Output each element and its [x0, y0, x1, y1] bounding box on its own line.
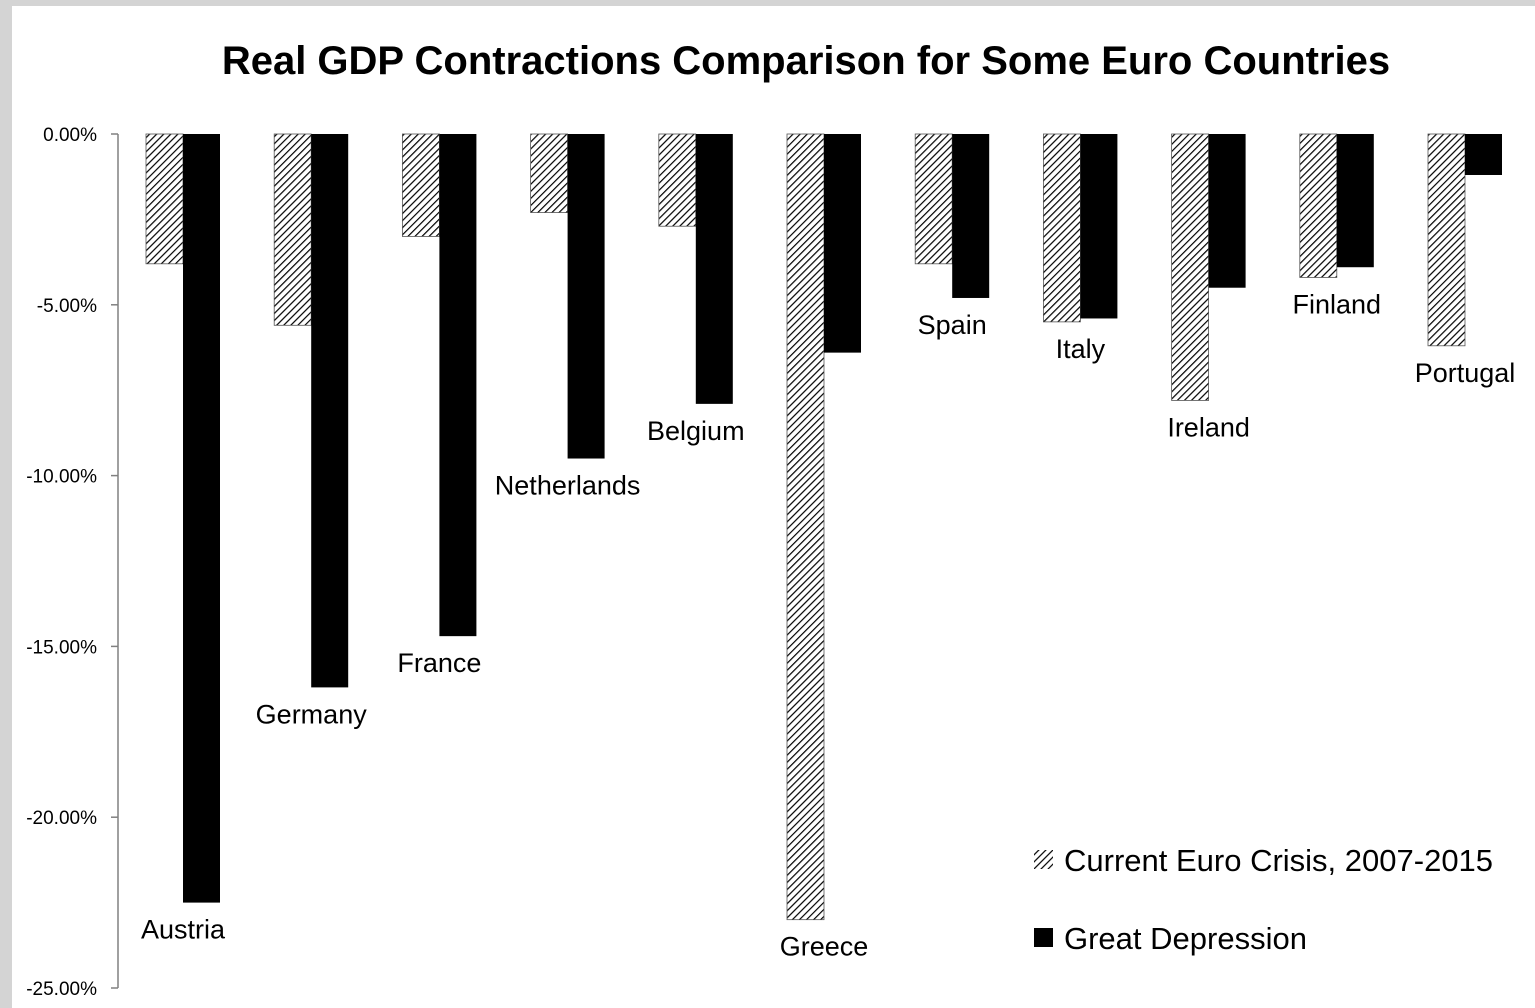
category-label-france: France — [397, 648, 481, 678]
category-label-greece: Greece — [780, 932, 869, 962]
bar-great-depression-netherlands — [567, 134, 605, 459]
category-label-finland: Finland — [1293, 289, 1382, 319]
category-label-portugal: Portugal — [1415, 358, 1516, 388]
bar-euro-crisis-austria — [145, 133, 184, 265]
bar-great-depression-ireland — [1208, 134, 1246, 288]
category-label-austria: Austria — [141, 915, 226, 945]
bar-great-depression-germany — [311, 134, 349, 688]
bar-great-depression-spain — [952, 134, 990, 298]
category-label-belgium: Belgium — [647, 416, 745, 446]
bar-euro-crisis-greece — [786, 133, 825, 921]
bar-great-depression-greece — [824, 134, 861, 353]
bar-great-depression-belgium — [695, 134, 733, 404]
y-tick-label: -25.00% — [26, 979, 97, 1000]
bar-euro-crisis-belgium — [658, 133, 697, 227]
bar-euro-crisis-france — [401, 133, 440, 237]
bar-great-depression-portugal — [1465, 134, 1502, 175]
bar-euro-crisis-finland — [1299, 133, 1338, 278]
chart-title: Real GDP Contractions Comparison for Som… — [222, 39, 1390, 83]
bar-euro-crisis-germany — [273, 133, 312, 326]
bars — [145, 133, 1502, 921]
y-tick-label: -15.00% — [26, 637, 97, 658]
y-tick-label: -5.00% — [37, 296, 97, 317]
legend-label: Great Depression — [1064, 921, 1307, 956]
bar-euro-crisis-netherlands — [530, 133, 568, 213]
category-label-italy: Italy — [1056, 334, 1106, 364]
bar-great-depression-italy — [1080, 134, 1118, 319]
y-tick-label: -20.00% — [26, 808, 97, 829]
y-tick-label: -10.00% — [26, 467, 97, 488]
legend-swatch-euro-crisis — [1034, 850, 1053, 869]
y-tick-label: 0.00% — [43, 125, 97, 146]
legend-swatch-great-depression — [1034, 928, 1053, 947]
category-label-ireland: Ireland — [1167, 412, 1250, 442]
bar-euro-crisis-portugal — [1427, 133, 1466, 347]
category-label-netherlands: Netherlands — [495, 471, 641, 501]
bar-euro-crisis-spain — [914, 133, 953, 265]
bar-euro-crisis-ireland — [1171, 133, 1209, 401]
category-label-spain: Spain — [918, 310, 987, 340]
bar-euro-crisis-italy — [1043, 133, 1081, 323]
legend: Current Euro Crisis, 2007-2015 Great Depr… — [1034, 843, 1493, 956]
category-label-germany: Germany — [256, 699, 368, 729]
bar-great-depression-austria — [183, 134, 220, 903]
legend-label: Current Euro Crisis, 2007-2015 — [1064, 843, 1493, 878]
y-axis: 0.00% -5.00% -10.00% -15.00% -20.00% -25.00% — [26, 125, 119, 1000]
bar-great-depression-france — [439, 134, 477, 637]
bar-great-depression-finland — [1336, 134, 1374, 268]
